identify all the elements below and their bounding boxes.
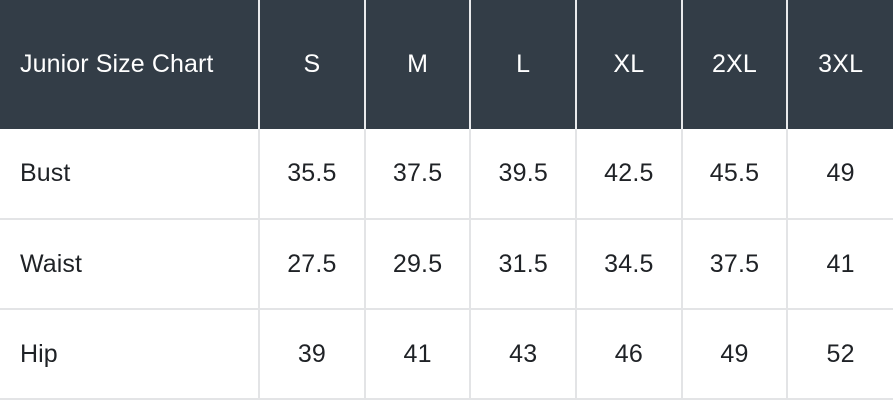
table-row: Waist 27.5 29.5 31.5 34.5 37.5 41 (0, 219, 893, 310)
chart-title: Junior Size Chart (0, 0, 260, 129)
column-header-xl: XL (575, 0, 682, 129)
cell-bust-2xl: 45.5 (680, 129, 788, 220)
cell-waist-l: 31.5 (469, 219, 577, 310)
cell-bust-3xl: 49 (786, 129, 893, 220)
cell-bust-xl: 42.5 (575, 129, 682, 220)
cell-waist-m: 29.5 (363, 219, 471, 310)
cell-hip-l: 43 (469, 309, 577, 400)
table-row: Bust 35.5 37.5 39.5 42.5 45.5 49 (0, 129, 893, 220)
cell-waist-s: 27.5 (258, 219, 365, 310)
cell-hip-2xl: 49 (680, 309, 788, 400)
cell-bust-m: 37.5 (363, 129, 471, 220)
column-header-2xl: 2XL (680, 0, 788, 129)
row-label-bust: Bust (0, 129, 260, 220)
column-header-3xl: 3XL (786, 0, 893, 129)
cell-waist-xl: 34.5 (575, 219, 682, 310)
column-header-l: L (469, 0, 577, 129)
column-header-s: S (258, 0, 365, 129)
cell-hip-3xl: 52 (786, 309, 893, 400)
cell-waist-2xl: 37.5 (680, 219, 788, 310)
cell-hip-s: 39 (258, 309, 365, 400)
column-header-m: M (363, 0, 471, 129)
size-chart-header: Junior Size Chart S M L XL 2XL 3XL (0, 0, 893, 129)
row-label-waist: Waist (0, 219, 260, 310)
cell-bust-l: 39.5 (469, 129, 577, 220)
header-row: Junior Size Chart S M L XL 2XL 3XL (0, 0, 893, 129)
cell-hip-m: 41 (363, 309, 471, 400)
row-label-hip: Hip (0, 309, 260, 400)
table-row: Hip 39 41 43 46 49 52 (0, 309, 893, 400)
cell-waist-3xl: 41 (786, 219, 893, 310)
cell-bust-s: 35.5 (258, 129, 365, 220)
size-chart-body: Bust 35.5 37.5 39.5 42.5 45.5 49 Waist 2… (0, 129, 893, 400)
cell-hip-xl: 46 (575, 309, 682, 400)
